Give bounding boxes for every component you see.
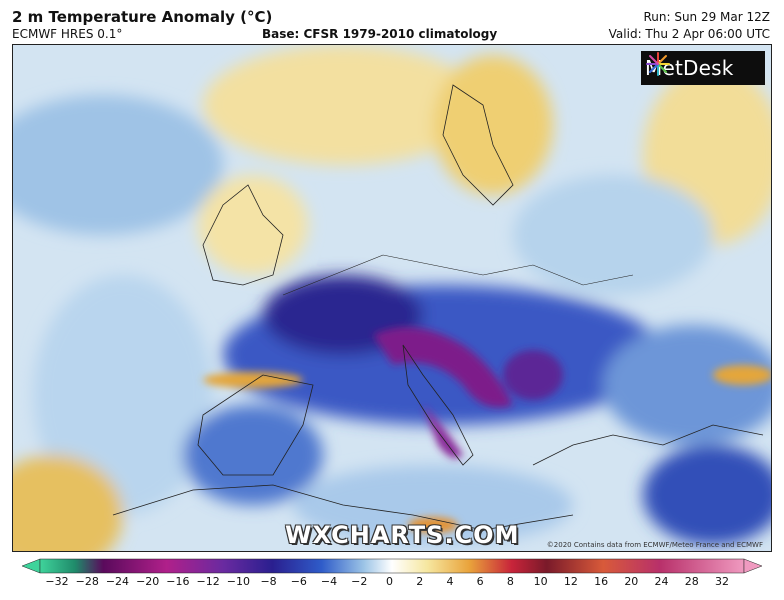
colorbar-tick-label: 2: [416, 575, 424, 588]
colorbar-tick-label: −12: [196, 575, 220, 588]
colorbar-tick-label: −32: [45, 575, 69, 588]
wxcharts-watermark: WXCHARTS.COM: [285, 521, 520, 549]
colorbar-tick-label: −2: [351, 575, 368, 588]
colorbar-tick-label: −6: [290, 575, 307, 588]
colorbar-tick-label: 0: [386, 575, 393, 588]
colorbar-tick-label: −16: [166, 575, 190, 588]
colorbar-tick-label: 4: [446, 575, 454, 588]
colorbar-tick-label: −8: [260, 575, 277, 588]
colorbar-tick-label: 16: [594, 575, 609, 588]
metdesk-logo: MetDesk: [641, 51, 765, 85]
run-time-label: Run: Sun 29 Mar 12Z: [643, 10, 770, 24]
colorbar-tick-label: −4: [320, 575, 338, 588]
colorbar-tick-label: 28: [684, 575, 699, 588]
colorbar-min-arrow: [21, 558, 41, 574]
chart-title: 2 m Temperature Anomaly (°C): [12, 8, 273, 26]
colorbar: −32 −28 −24 −20 −16 −12 −10 −8 −6 −4 −2 0 2 4 6 8 10 12 16…: [0, 556, 784, 600]
metdesk-starburst-icon: [646, 52, 670, 76]
copyright-note: ©2020 Contains data from ECMWF/Meteo Fra…: [546, 541, 763, 549]
metdesk-logo-text: MetDesk: [645, 56, 734, 80]
colorbar-tick-label: 8: [506, 575, 514, 588]
colorbar-tick-label: −20: [136, 575, 160, 588]
colorbar-tick-label: −10: [226, 575, 250, 588]
climatology-base-label: Base: CFSR 1979-2010 climatology: [262, 27, 498, 41]
colorbar-tick-label: 10: [533, 575, 548, 588]
colorbar-tick-label: 32: [715, 575, 729, 588]
map-field: [13, 45, 771, 551]
colorbar-tick-label: 6: [476, 575, 484, 588]
colorbar-tick-label: −28: [75, 575, 99, 588]
colorbar-tick-label: 20: [624, 575, 639, 588]
model-label: ECMWF HRES 0.1°: [12, 27, 123, 41]
colorbar-tick-label: 12: [563, 575, 578, 588]
colorbar-tick-label: −24: [105, 575, 130, 588]
colorbar-gradient: [21, 558, 763, 574]
colorbar-tick-label: 24: [654, 575, 669, 588]
anomaly-map[interactable]: MetDesk WXCHARTS.COM ©2020 Contains data…: [12, 44, 772, 552]
valid-time-label: Valid: Thu 2 Apr 06:00 UTC: [608, 27, 770, 41]
colorbar-max-arrow: [743, 558, 763, 574]
